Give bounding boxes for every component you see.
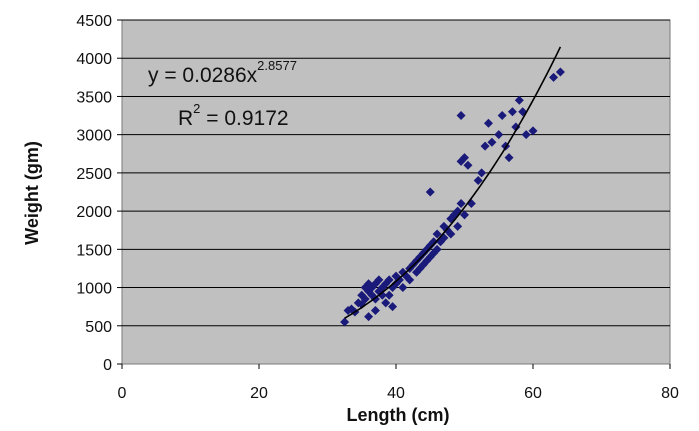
data-point [340, 317, 350, 327]
x-axis-ticks: 0 20 40 60 80 [118, 364, 679, 402]
data-point [555, 67, 565, 77]
data-point [384, 275, 394, 285]
y-tick-label: 2000 [76, 204, 112, 221]
y-axis-ticks: 0 500 1000 1500 2000 2500 3000 3500 4000 4500 [76, 13, 122, 374]
data-point [497, 111, 507, 121]
x-axis-title: Length (cm) [347, 405, 450, 425]
data-point [487, 137, 497, 147]
y-tick-label: 4500 [76, 13, 112, 30]
data-point [370, 305, 380, 315]
y-tick-label: 3000 [76, 128, 112, 145]
data-point [480, 141, 490, 151]
data-point [463, 160, 473, 170]
data-point [456, 111, 466, 121]
data-point [377, 290, 387, 300]
data-point [507, 107, 517, 117]
data-point [429, 237, 439, 247]
y-tick-label: 0 [103, 357, 112, 374]
x-tick-label: 0 [118, 385, 127, 402]
data-point [364, 312, 374, 322]
data-point [494, 130, 504, 140]
data-point [432, 244, 442, 254]
data-point [425, 187, 435, 197]
data-point [514, 95, 524, 105]
data-point [432, 229, 442, 239]
data-point [460, 153, 469, 163]
y-tick-label: 3500 [76, 89, 112, 106]
data-point [460, 210, 469, 220]
trendline [344, 46, 562, 319]
data-point [521, 130, 531, 140]
data-point [398, 283, 408, 293]
x-tick-label: 80 [661, 385, 679, 402]
y-tick-label: 1500 [76, 242, 112, 259]
gridlines [122, 19, 670, 327]
data-point [394, 275, 404, 285]
y-tick-label: 1000 [76, 281, 112, 298]
data-point [549, 72, 559, 82]
data-point [446, 229, 456, 239]
data-point [477, 168, 487, 178]
x-tick-label: 20 [250, 385, 268, 402]
equation-annotation: y = 0.0286x2.8577 [148, 58, 297, 87]
r-squared-annotation: R2 = 0.9172 [178, 101, 289, 130]
data-point [473, 176, 483, 186]
data-point [388, 302, 398, 312]
data-point [384, 290, 394, 300]
r2-suffix: = 0.9172 [200, 107, 288, 130]
r2-prefix: R [178, 107, 193, 130]
data-point [511, 122, 521, 132]
y-tick-label: 4000 [76, 51, 112, 68]
y-axis-title: Weight (gm) [22, 141, 42, 245]
data-point [483, 118, 493, 128]
data-point [360, 294, 370, 304]
data-point [504, 153, 514, 163]
data-point [456, 198, 466, 208]
x-tick-label: 60 [524, 385, 542, 402]
data-point [374, 275, 384, 285]
r2-exponent: 2 [193, 101, 200, 116]
equation-exponent: 2.8577 [257, 58, 297, 73]
y-tick-label: 500 [85, 319, 112, 336]
data-point [381, 298, 391, 308]
x-tick-label: 40 [387, 385, 405, 402]
data-point [453, 221, 463, 231]
data-point [405, 275, 415, 285]
equation-prefix: y = 0.0286x [148, 64, 258, 87]
y-tick-label: 2500 [76, 166, 112, 183]
data-point [528, 126, 538, 136]
